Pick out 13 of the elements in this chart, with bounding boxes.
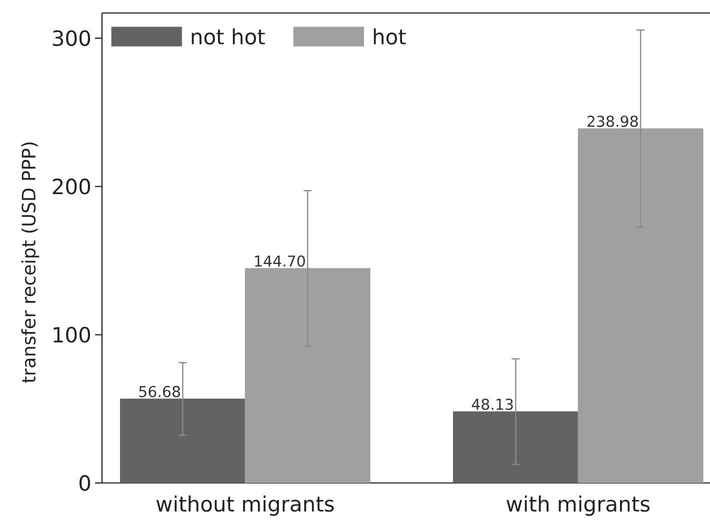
legend-label: not hot: [192, 28, 265, 45]
data-label: 238.98: [587, 116, 638, 127]
legend-label: hot: [374, 28, 406, 45]
y-tick-label: 100: [54, 326, 90, 343]
x-tick-label: with migrants: [506, 496, 650, 516]
y-tick-label: 300: [52, 30, 90, 46]
data-label: 56.68: [139, 386, 180, 398]
data-label: 144.70: [255, 255, 305, 267]
data-label: 48.13: [472, 398, 513, 410]
y-tick-label: 0: [79, 475, 90, 491]
y-tick-label: 200: [52, 178, 90, 194]
y-axis-title: transfer receipt (USD PPP): [21, 142, 40, 383]
x-tick-label: without migrants: [156, 496, 334, 516]
